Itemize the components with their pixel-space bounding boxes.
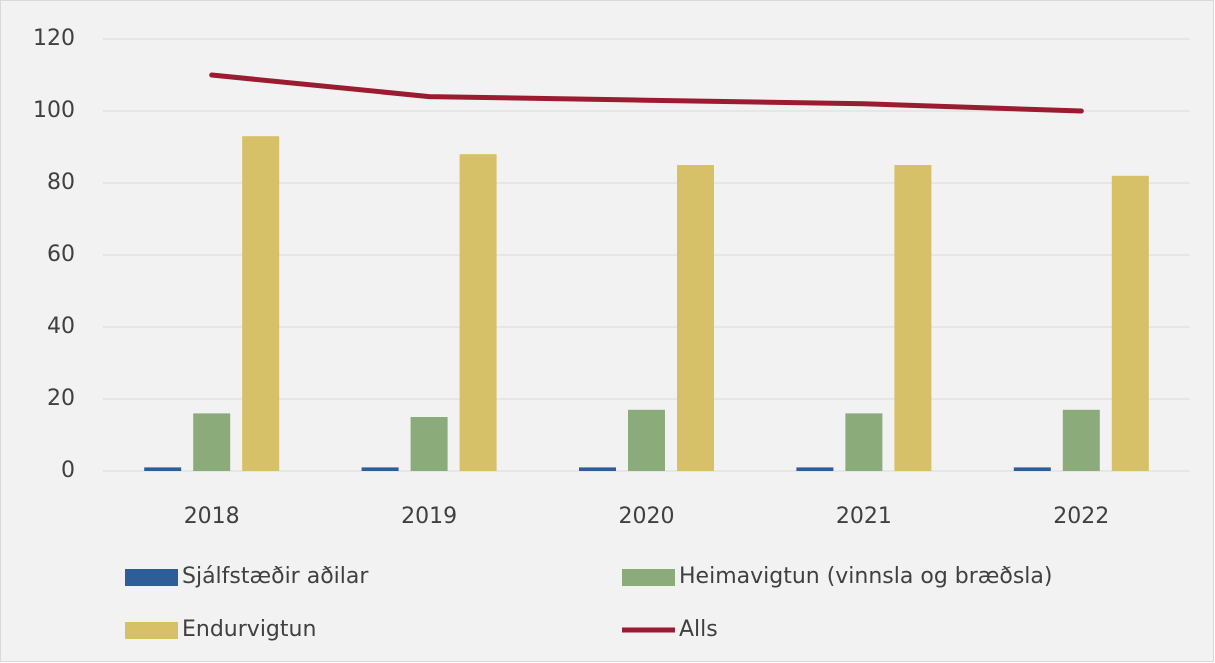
bar xyxy=(796,467,834,471)
bar xyxy=(579,467,616,471)
x-tick-label: 2019 xyxy=(401,504,457,529)
x-tick-label: 2021 xyxy=(836,504,892,529)
bar xyxy=(459,154,497,471)
y-tick-label: 80 xyxy=(47,170,75,195)
bar xyxy=(1062,409,1100,471)
y-tick-label: 120 xyxy=(33,26,75,51)
y-tick-label: 0 xyxy=(61,458,75,483)
legend-label: Heimavigtun (vinnsla og bræðsla) xyxy=(679,564,1052,589)
bar xyxy=(845,413,883,471)
y-tick-label: 40 xyxy=(47,314,75,339)
bar xyxy=(144,467,182,471)
y-tick-label: 100 xyxy=(33,98,75,123)
bar xyxy=(242,136,280,471)
bar xyxy=(1111,175,1149,472)
x-tick-label: 2022 xyxy=(1053,504,1109,529)
bar xyxy=(1013,467,1051,471)
bar xyxy=(193,413,231,471)
bar xyxy=(894,165,932,471)
x-tick-label: 2018 xyxy=(184,504,240,529)
y-tick-label: 60 xyxy=(47,242,75,267)
legend-swatch xyxy=(125,569,178,586)
legend-swatch xyxy=(622,569,675,586)
x-tick-label: 2020 xyxy=(619,504,675,529)
bar xyxy=(677,165,714,471)
legend-label: Sjálfstæðir aðilar xyxy=(182,564,369,589)
bar xyxy=(361,467,399,471)
bar xyxy=(628,409,665,471)
legend-swatch xyxy=(125,622,178,639)
line xyxy=(209,72,1084,114)
legend-label: Alls xyxy=(679,617,718,642)
bar xyxy=(410,417,448,471)
y-tick-label: 20 xyxy=(47,386,75,411)
legend-label: Endurvigtun xyxy=(182,617,316,642)
